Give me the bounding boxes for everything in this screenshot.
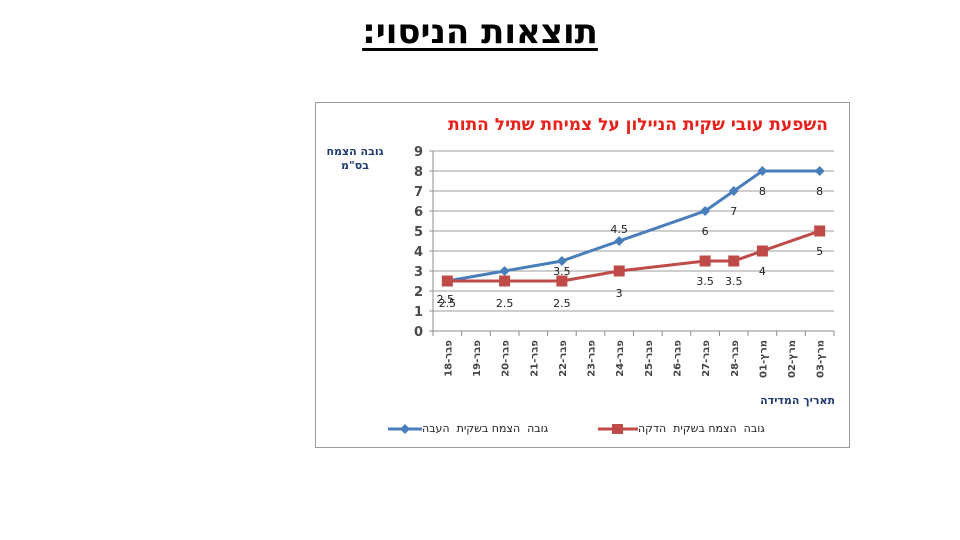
x-tick-label: 02-מרץ xyxy=(787,340,798,378)
series-line xyxy=(447,169,820,283)
x-tick-label: 25-פבר xyxy=(644,340,655,377)
x-tick-label: 24-פבר xyxy=(615,340,626,377)
data-point xyxy=(613,265,625,277)
diamond-marker-icon xyxy=(388,423,422,434)
legend: גובה הצמח בשקית הדקה גובה הצמח בשקית העב… xyxy=(316,422,851,440)
data-label: 3.5 xyxy=(725,275,743,288)
data-label: 2.5 xyxy=(439,297,457,310)
data-label: 2.5 xyxy=(553,297,571,310)
x-tick-label: 26-פבר xyxy=(672,340,683,377)
data-point xyxy=(556,256,567,266)
slide-title-text: תוצאות הניסוי: xyxy=(362,12,598,52)
data-label: 7 xyxy=(730,205,737,218)
data-label: 4.5 xyxy=(610,223,628,236)
y-axis-title-line-2: בס"מ xyxy=(341,159,369,172)
chart-title: השפעת עובי שקית הניילון על צמיחת שתיל הת… xyxy=(448,115,828,135)
x-tick-label: 18-פבר xyxy=(443,340,454,377)
square-marker-icon xyxy=(598,423,638,434)
data-point xyxy=(814,166,825,176)
y-tick-label: 5 xyxy=(414,225,423,240)
data-point xyxy=(757,166,768,176)
legend-label-thin-bag: גובה הצמח בשקית הדקה xyxy=(638,422,765,435)
data-point xyxy=(728,255,740,267)
data-label: 3 xyxy=(616,287,623,300)
data-label: 5 xyxy=(816,245,823,258)
data-label: 3.5 xyxy=(553,265,571,278)
slide-title: תוצאות הניסוי: xyxy=(0,12,960,52)
data-label: 6 xyxy=(702,225,709,238)
data-point xyxy=(756,245,768,257)
y-tick-label: 9 xyxy=(414,145,423,160)
data-point xyxy=(814,225,826,237)
x-tick-label: 22-פבר xyxy=(558,340,569,377)
y-tick-label: 0 xyxy=(414,325,423,340)
chart: השפעת עובי שקית הניילון על צמיחת שתיל הת… xyxy=(315,102,850,448)
x-tick-label: 23-פבר xyxy=(587,340,598,377)
x-tick-label: 28-פבר xyxy=(730,340,741,377)
x-tick-label: 01-מרץ xyxy=(758,340,769,378)
data-point xyxy=(556,275,568,287)
x-tick-label: 20-פבר xyxy=(501,340,512,377)
data-point xyxy=(499,275,511,287)
x-tick-label: 03-מרץ xyxy=(816,340,827,378)
y-tick-label: 3 xyxy=(414,265,423,280)
y-tick-label: 1 xyxy=(414,305,423,320)
data-label: 4 xyxy=(759,265,766,278)
data-label: 8 xyxy=(816,185,823,198)
plot-area: 0 1 2 3 4 5 6 7 8 9 18-פבר 19-פבר 20-פבר 21-פבר 22-פבר… xyxy=(414,145,835,378)
y-tick-label: 7 xyxy=(414,185,423,200)
x-tick-label: 27-פבר xyxy=(701,340,712,377)
data-point xyxy=(700,206,711,216)
x-axis-title: תאריך המדידה xyxy=(760,394,835,407)
x-tick-label: 19-פבר xyxy=(472,340,483,377)
data-label: 2.5 xyxy=(496,297,514,310)
legend-item-thin-bag: גובה הצמח בשקית הדקה xyxy=(598,422,765,435)
data-label: 8 xyxy=(759,185,766,198)
y-axis-title-line-1: גובה הצמח xyxy=(326,145,384,158)
x-tick-label: 21-פבר xyxy=(529,340,540,377)
y-tick-label: 6 xyxy=(414,205,423,220)
y-axis-title: גובה הצמח בס"מ xyxy=(324,145,386,173)
data-label: 3.5 xyxy=(696,275,714,288)
y-tick-label: 4 xyxy=(414,245,423,260)
y-tick-label: 8 xyxy=(414,165,423,180)
legend-label-thick-bag: גובה הצמח בשקית העבה xyxy=(422,422,549,435)
legend-item-thick-bag: גובה הצמח בשקית העבה xyxy=(388,422,548,435)
data-point xyxy=(699,255,711,267)
data-point xyxy=(499,266,510,276)
data-point xyxy=(614,236,625,246)
data-label: 2.5 xyxy=(437,293,455,306)
data-point xyxy=(728,186,739,196)
y-tick-label: 2 xyxy=(414,285,423,300)
data-point xyxy=(441,275,453,287)
